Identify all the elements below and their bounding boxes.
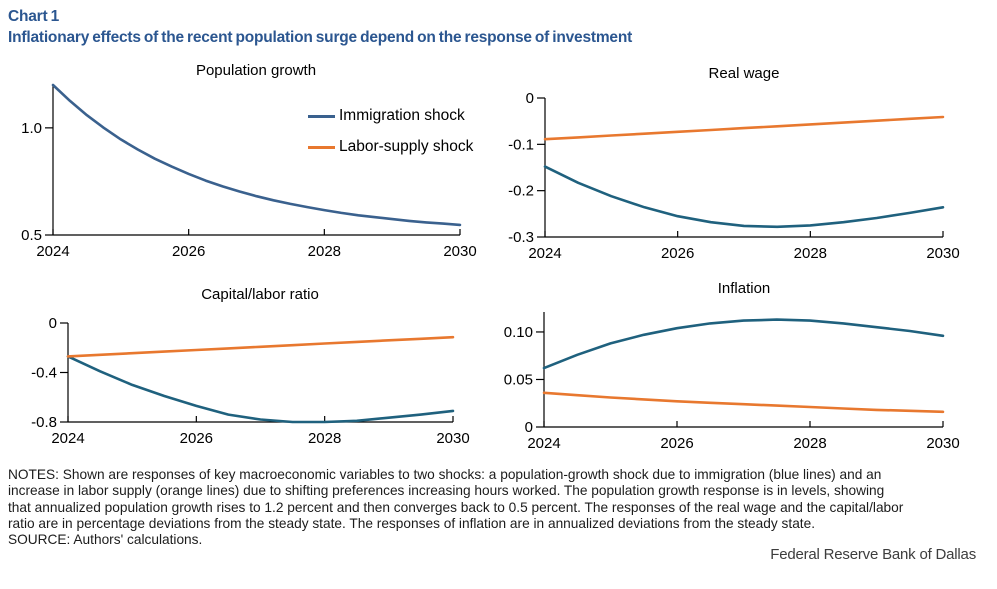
immigration-shock-line-swatch xyxy=(308,114,335,118)
x-tick-label: 2030 xyxy=(443,243,476,260)
y-tick-label: -0.1 xyxy=(508,136,534,153)
y-tick-label: -0.3 xyxy=(508,229,534,246)
legend-label-labor-supply-shock: Labor-supply shock xyxy=(339,138,474,155)
y-tick-label: 0.5 xyxy=(21,227,42,244)
immigration-shock-line xyxy=(66,355,455,424)
real-wage-title: Real wage xyxy=(708,65,780,82)
x-tick-label: 2028 xyxy=(308,243,341,260)
legend-item-labor-supply-shock: Labor-supply shock xyxy=(308,136,473,158)
chart-number-label: Chart 1 xyxy=(8,8,60,25)
y-tick-label: -0.8 xyxy=(31,414,57,431)
y-tick-label: 0 xyxy=(49,315,57,332)
immigration-shock-line xyxy=(542,318,945,370)
immigration-shock-line xyxy=(51,83,462,227)
y-tick-label: 0.10 xyxy=(504,324,533,341)
labor-supply-shock-line xyxy=(543,115,945,141)
page-title: Inflationary effects of the recent popul… xyxy=(8,28,633,46)
x-tick-label: 2024 xyxy=(528,245,561,262)
y-tick-label: 0 xyxy=(525,419,533,436)
x-tick-label: 2028 xyxy=(308,430,341,447)
x-tick-label: 2030 xyxy=(926,435,959,452)
legend-label-immigration-shock: Immigration shock xyxy=(339,107,465,124)
x-tick-label: 2026 xyxy=(180,430,213,447)
x-tick-label: 2024 xyxy=(36,243,69,260)
x-tick-label: 2024 xyxy=(527,435,560,452)
source-line: SOURCE: Authors' calculations. xyxy=(8,532,203,548)
x-tick-label: 2028 xyxy=(793,435,826,452)
labor-supply-shock-line-swatch xyxy=(308,145,335,149)
y-tick-label: 0 xyxy=(526,90,534,107)
legend: Immigration shock Labor-supply shock xyxy=(308,105,473,167)
x-tick-label: 2030 xyxy=(436,430,469,447)
legend-item-immigration-shock: Immigration shock xyxy=(308,105,473,127)
capital-labor-ratio-title: Capital/labor ratio xyxy=(201,286,319,303)
population-growth-chart: 1.0 0.5 2024 2026 2028 2030 xyxy=(0,58,490,275)
labor-supply-shock-line xyxy=(66,335,455,358)
x-tick-label: 2028 xyxy=(794,245,827,262)
immigration-shock-line xyxy=(543,165,945,229)
x-tick-label: 2030 xyxy=(926,245,959,262)
x-tick-label: 2026 xyxy=(172,243,205,260)
x-tick-label: 2026 xyxy=(661,245,694,262)
x-tick-label: 2024 xyxy=(51,430,84,447)
y-tick-label: 0.05 xyxy=(504,371,533,388)
notes-line: NOTES: Shown are responses of key macroe… xyxy=(8,467,882,482)
inflation-chart: 0.10 0.05 0 2024 2026 2028 2030 xyxy=(490,280,997,465)
x-tick-label: 2026 xyxy=(660,435,693,452)
notes-block: NOTES: Shown are responses of key macroe… xyxy=(8,467,994,548)
chart-header: Chart 1 Inflationary effects of the rece… xyxy=(8,7,632,48)
attribution: Federal Reserve Bank of Dallas xyxy=(770,546,976,563)
inflation-title: Inflation xyxy=(717,280,771,297)
capital-labor-ratio-chart: 0 -0.4 -0.8 2024 2026 2028 2030 xyxy=(0,280,490,465)
notes-line: ratio are in percentage deviations from … xyxy=(8,515,816,531)
y-tick-label: -0.4 xyxy=(31,365,57,382)
y-tick-label: 1.0 xyxy=(21,120,42,137)
real-wage-chart: 0 -0.1 -0.2 -0.3 2024 2026 2028 2030 xyxy=(490,58,997,275)
labor-supply-shock-line xyxy=(542,391,945,414)
y-tick-label: -0.2 xyxy=(508,183,534,200)
notes-line: that annualized population growth rises … xyxy=(8,499,904,515)
notes-line: increase in labor supply (orange lines) … xyxy=(8,483,885,499)
population-growth-title: Population growth xyxy=(195,62,317,79)
